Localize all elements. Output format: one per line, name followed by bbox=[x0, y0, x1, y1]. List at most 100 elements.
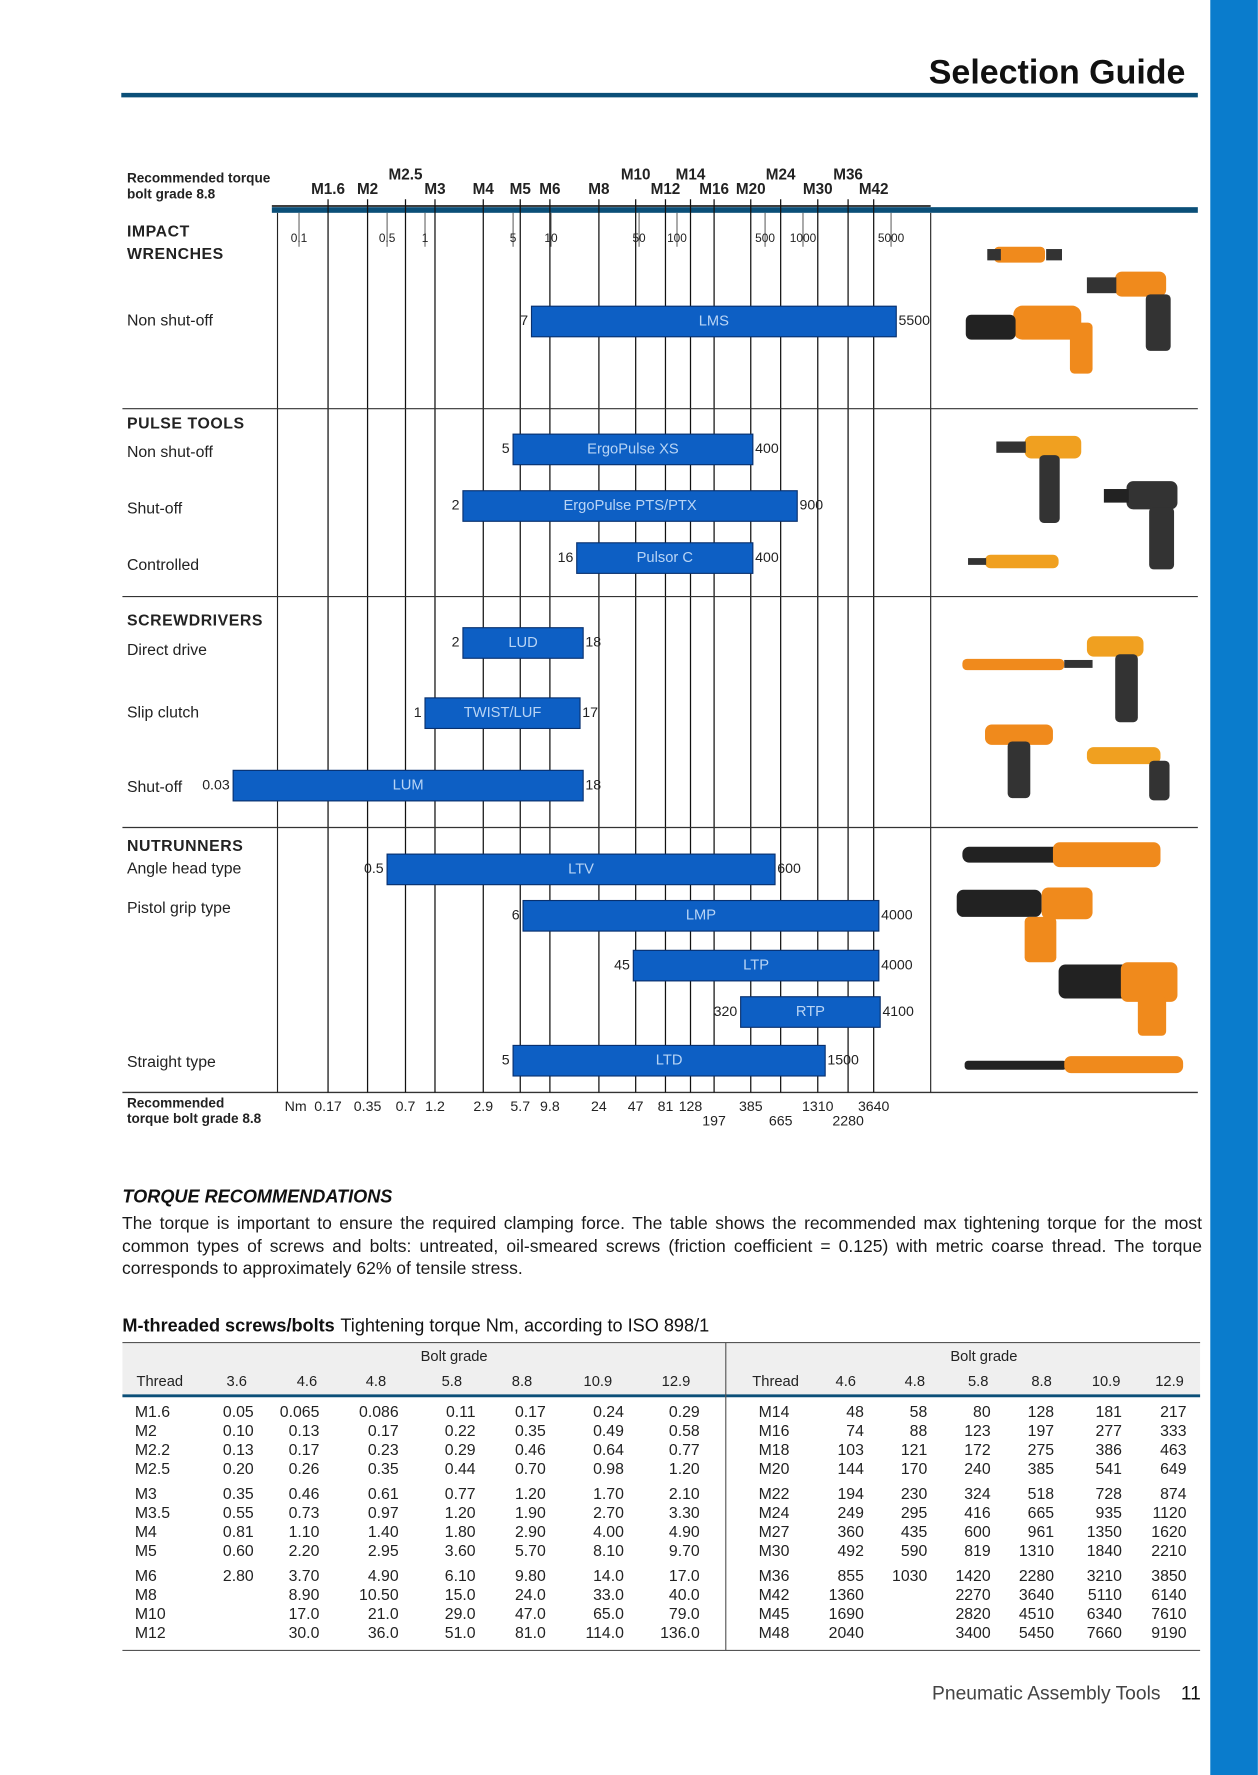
table-cell: 386 bbox=[1096, 1442, 1123, 1459]
group-title: WRENCHES bbox=[127, 246, 224, 263]
table-cell: 435 bbox=[901, 1524, 928, 1541]
table-cell: 385 bbox=[1028, 1461, 1055, 1478]
table-thread: M42 bbox=[759, 1587, 790, 1604]
table-thread: M2.2 bbox=[135, 1442, 170, 1459]
table-cell: 0.17 bbox=[515, 1404, 546, 1421]
thread-label: M12 bbox=[651, 181, 681, 198]
table-cell: 1.90 bbox=[515, 1505, 546, 1522]
bar-tool: LUM bbox=[393, 778, 424, 794]
bar-min: 2 bbox=[452, 497, 460, 513]
table-cell: 3640 bbox=[1019, 1587, 1054, 1604]
thread-torque: 128 bbox=[679, 1098, 703, 1114]
row-label: Straight type bbox=[127, 1054, 216, 1071]
table-cell: 0.29 bbox=[669, 1404, 700, 1421]
table-cell: 0.64 bbox=[593, 1442, 624, 1459]
thread-label: M3 bbox=[424, 181, 445, 198]
table-thread: M24 bbox=[759, 1505, 790, 1522]
table-thread: M18 bbox=[759, 1442, 790, 1459]
table-cell: 0.35 bbox=[368, 1461, 399, 1478]
table-cell: 360 bbox=[837, 1524, 864, 1541]
range-bar bbox=[632, 949, 880, 982]
table-cell: 275 bbox=[1028, 1442, 1055, 1459]
table-thread: M48 bbox=[759, 1625, 790, 1642]
table-cell: 103 bbox=[837, 1442, 864, 1459]
unit-label: Nm bbox=[285, 1098, 307, 1114]
table-thread: M20 bbox=[759, 1461, 790, 1478]
table-column-header: Thread bbox=[752, 1374, 799, 1390]
table-cell: 0.11 bbox=[446, 1404, 476, 1421]
table-column-header: 12.9 bbox=[1155, 1374, 1184, 1390]
table-cell: 2820 bbox=[955, 1606, 990, 1623]
table-cell: 58 bbox=[910, 1404, 928, 1421]
axis-band bbox=[271, 207, 1198, 213]
table-cell: 0.35 bbox=[223, 1486, 254, 1503]
table-cell: 1120 bbox=[1152, 1505, 1186, 1522]
thread-torque: 9.8 bbox=[540, 1098, 560, 1114]
bar-min: 2 bbox=[452, 634, 460, 650]
table-thread: M14 bbox=[759, 1404, 790, 1421]
axis-caption: Recommended torque bbox=[127, 170, 271, 185]
thread-label: M42 bbox=[859, 181, 889, 198]
table-cell: 65.0 bbox=[593, 1606, 624, 1623]
thread-torque: 2.9 bbox=[473, 1098, 493, 1114]
axis-tick-label: 10 bbox=[544, 231, 558, 245]
table-cell: 8.10 bbox=[593, 1543, 624, 1560]
bar-min: 1 bbox=[414, 704, 422, 720]
table-cell: 0.98 bbox=[593, 1461, 624, 1478]
table-header-bg bbox=[122, 1342, 1201, 1396]
bar-min: 0.5 bbox=[364, 860, 384, 876]
table-cell: 0.60 bbox=[223, 1543, 254, 1560]
table-cell: 121 bbox=[901, 1442, 928, 1459]
table-cell: 492 bbox=[837, 1543, 863, 1560]
table-cell: 0.05 bbox=[223, 1404, 254, 1421]
table-cell: 2040 bbox=[829, 1625, 864, 1642]
table-thread: M3.5 bbox=[135, 1505, 170, 1522]
table-cell: 30.0 bbox=[289, 1625, 320, 1642]
table-cell: 3850 bbox=[1151, 1568, 1186, 1585]
axis-caption: Recommended bbox=[127, 1095, 224, 1110]
thread-label: M24 bbox=[766, 166, 796, 183]
table-thread: M27 bbox=[759, 1524, 790, 1541]
table-cell: 0.44 bbox=[445, 1461, 476, 1478]
table-cell: 3.30 bbox=[669, 1505, 700, 1522]
range-bar bbox=[386, 853, 776, 886]
table-cell: 541 bbox=[1096, 1461, 1123, 1478]
table-cell: 3400 bbox=[955, 1625, 990, 1642]
range-bar bbox=[512, 1044, 826, 1077]
table-cell: 144 bbox=[837, 1461, 864, 1478]
row-label: Angle head type bbox=[127, 861, 242, 878]
table-cell: 0.77 bbox=[445, 1486, 476, 1503]
table-cell: 194 bbox=[837, 1486, 864, 1503]
table-cell: 114.0 bbox=[585, 1625, 624, 1642]
group-title: NUTRUNNERS bbox=[127, 838, 243, 855]
table-column-header: 8.8 bbox=[512, 1374, 532, 1390]
table-cell: 6140 bbox=[1151, 1587, 1186, 1604]
table-cell: 74 bbox=[846, 1423, 864, 1440]
table-cell: 0.26 bbox=[289, 1461, 320, 1478]
table-cell: 170 bbox=[901, 1461, 928, 1478]
table-cell: 3.60 bbox=[445, 1543, 476, 1560]
tool-image bbox=[968, 435, 1178, 570]
thread-torque: 1310 bbox=[802, 1098, 834, 1114]
thread-label: M16 bbox=[699, 181, 729, 198]
table-cell: 0.20 bbox=[223, 1461, 254, 1478]
table-cell: 0.22 bbox=[445, 1423, 476, 1440]
range-bar bbox=[740, 996, 881, 1028]
bar-max: 400 bbox=[755, 440, 779, 456]
table-column-header: 12.9 bbox=[662, 1374, 691, 1390]
table-cell: 4.00 bbox=[593, 1524, 624, 1541]
table-cell: 0.29 bbox=[445, 1442, 476, 1459]
table-cell: 33.0 bbox=[593, 1587, 624, 1604]
table-cell: 2.80 bbox=[223, 1568, 254, 1585]
table-thread: M36 bbox=[759, 1568, 790, 1585]
table-cell: 136.0 bbox=[660, 1625, 700, 1642]
table-cell: 295 bbox=[901, 1505, 928, 1522]
table-cell: 0.81 bbox=[223, 1524, 254, 1541]
thread-torque: 81 bbox=[658, 1098, 674, 1114]
table-cell: 0.17 bbox=[368, 1423, 399, 1440]
table-cell: 2.20 bbox=[289, 1543, 320, 1560]
table-cell: 9.70 bbox=[669, 1543, 700, 1560]
table-column-header: 4.6 bbox=[836, 1374, 856, 1390]
table-cell: 0.70 bbox=[515, 1461, 546, 1478]
